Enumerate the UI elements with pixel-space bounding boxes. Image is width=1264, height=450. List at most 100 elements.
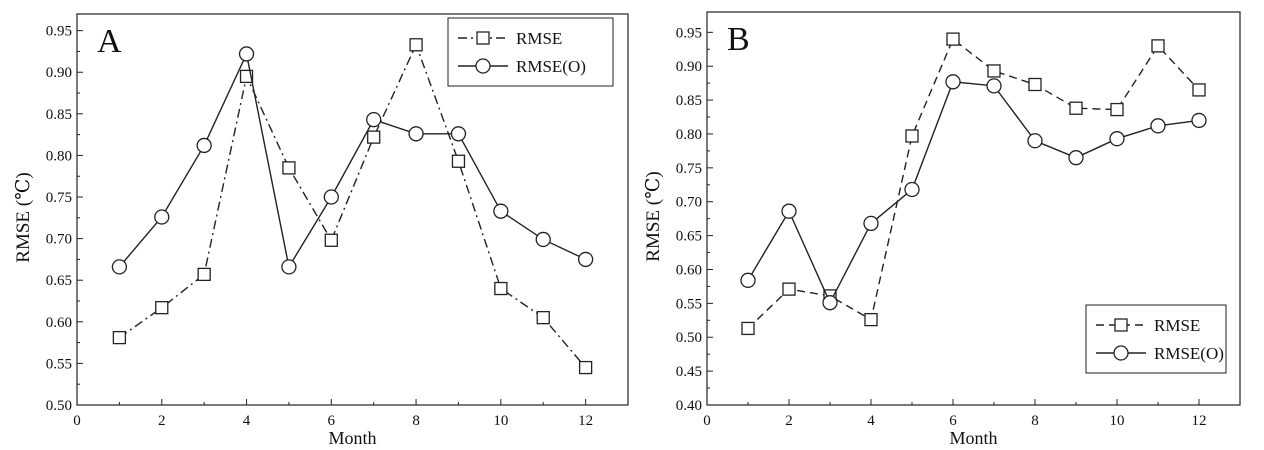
- data-point-square: [987, 64, 1001, 78]
- x-axis-label: Month: [949, 428, 997, 448]
- legend-marker-square: [1114, 318, 1128, 332]
- legend-marker-square: [476, 31, 490, 45]
- legend: RMSE RMSE(O): [447, 17, 614, 87]
- x-tick-label: 4: [243, 413, 251, 429]
- data-point-circle: [822, 295, 838, 311]
- series-rmse: [741, 32, 1206, 336]
- y-tick-label: 0.60: [676, 262, 702, 278]
- legend-marker-circle: [475, 58, 491, 74]
- series-line: [747, 37, 1200, 329]
- data-point-square: [1069, 101, 1083, 115]
- data-point-square: [864, 312, 878, 327]
- plot-frame: [76, 13, 629, 406]
- data-point-circle: [111, 259, 128, 275]
- data-point-circle: [154, 209, 170, 225]
- y-tick-label: 0.70: [46, 232, 72, 248]
- series-line: [118, 51, 586, 269]
- x-axis-label: Month: [328, 428, 376, 448]
- data-point-square: [197, 267, 211, 282]
- legend-marker-circle: [1113, 345, 1129, 361]
- data-point-circle: [904, 181, 920, 198]
- chart-panel-a: 0.50 0.55 0.60 0.65 0.70 0.75 0.80 0.85 0.90 0.95…: [13, 13, 629, 448]
- data-point-square: [536, 310, 550, 325]
- y-tick-label: 0.80: [46, 148, 72, 164]
- series-rmse-o: [740, 74, 1207, 311]
- y-tick-label: 0.50: [676, 330, 702, 346]
- legend-box: [1085, 304, 1227, 374]
- legend-box: [447, 17, 614, 87]
- y-tick-label: 0.90: [46, 65, 72, 81]
- data-point-circle: [1109, 131, 1125, 147]
- data-point-circle: [408, 126, 424, 142]
- x-tick-label: 6: [949, 413, 957, 429]
- data-point-circle: [535, 231, 551, 248]
- data-point-square: [905, 129, 919, 143]
- series-rmse-o: [111, 46, 594, 275]
- x-tick-label: 0: [73, 413, 81, 429]
- y-tick-label: 0.60: [46, 315, 72, 331]
- data-point-circle: [1191, 112, 1207, 129]
- x-tick-label: 8: [412, 413, 420, 429]
- data-point-square: [741, 321, 755, 336]
- data-point-square: [451, 154, 466, 168]
- data-point-square: [282, 161, 296, 175]
- x-tick-label: 10: [493, 413, 508, 429]
- data-point-circle: [945, 74, 961, 90]
- data-point-square: [324, 233, 338, 247]
- x-tick-label: 0: [703, 413, 711, 429]
- data-point-circle: [323, 189, 339, 205]
- y-tick-label: 0.70: [676, 195, 702, 211]
- legend-label: RMSE: [1154, 316, 1200, 335]
- y-tick-label: 0.75: [46, 190, 72, 206]
- data-point-square: [239, 69, 254, 84]
- series-line: [747, 81, 1200, 305]
- data-point-circle: [781, 203, 797, 219]
- x-tick-label: 2: [785, 413, 793, 429]
- y-tick-label: 0.55: [46, 356, 72, 372]
- x-tick-label: 12: [578, 413, 593, 429]
- data-point-square: [578, 360, 593, 375]
- y-tick-label: 0.65: [46, 273, 72, 289]
- y-tick-label: 0.55: [676, 296, 702, 312]
- y-tick-label: 0.40: [676, 398, 702, 414]
- data-point-circle: [196, 137, 212, 154]
- y-tick-label: 0.45: [676, 364, 702, 380]
- data-point-circle: [281, 259, 297, 275]
- data-point-square: [112, 330, 127, 345]
- y-axis-label: RMSE (℃): [13, 172, 34, 262]
- y-tick-label: 0.95: [46, 24, 72, 40]
- x-tick-label: 10: [1110, 413, 1125, 429]
- data-point-square: [1110, 102, 1124, 117]
- x-tick-label: 6: [328, 413, 336, 429]
- data-point-circle: [450, 126, 467, 142]
- x-tick-label: 4: [867, 413, 875, 429]
- y-tick-label: 0.85: [676, 93, 702, 109]
- data-point-circle: [863, 215, 879, 232]
- y-tick-label: 0.80: [676, 127, 702, 143]
- y-tick-label: 0.85: [46, 107, 72, 123]
- data-point-circle: [238, 46, 255, 62]
- x-tick-label: 2: [158, 413, 166, 429]
- data-point-circle: [366, 112, 382, 128]
- legend-label: RMSE(O): [1154, 344, 1224, 363]
- y-axis-label: RMSE (℃): [643, 171, 664, 261]
- y-tick-label: 0.50: [46, 398, 72, 414]
- series-line: [118, 42, 587, 369]
- plot-frame: [706, 11, 1241, 406]
- data-point-circle: [577, 251, 594, 268]
- data-point-square: [155, 301, 169, 315]
- data-point-square: [409, 38, 423, 52]
- y-tick-label: 0.65: [676, 229, 702, 245]
- panel-label: B: [727, 21, 750, 58]
- series-rmse: [112, 38, 593, 375]
- x-tick-label: 12: [1192, 413, 1207, 429]
- legend-label: RMSE: [516, 29, 562, 48]
- data-point-circle: [493, 203, 509, 219]
- y-tick-label: 0.95: [676, 25, 702, 41]
- data-point-circle: [740, 272, 756, 288]
- data-point-square: [1192, 83, 1206, 97]
- panel-label: A: [97, 23, 122, 60]
- data-point-square: [1151, 39, 1165, 53]
- data-point-square: [1028, 77, 1042, 92]
- legend: RMSE RMSE(O): [1085, 304, 1227, 374]
